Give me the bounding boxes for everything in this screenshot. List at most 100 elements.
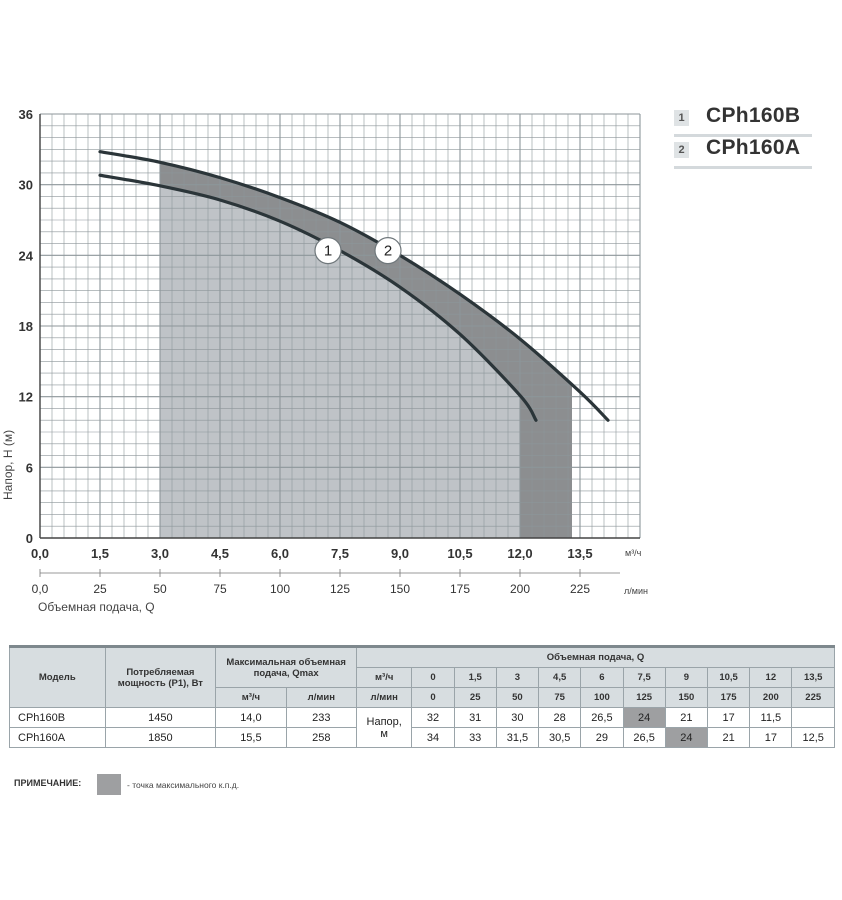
flow-m3h-cell: 1,5: [453, 667, 497, 688]
curve-CPh160A: [98, 150, 610, 422]
model-name: CPh160B: [9, 707, 106, 728]
flow-lmin-cell: 0: [411, 687, 455, 708]
flow-m3h-cell: 12: [749, 667, 793, 688]
flow-lmin-cell: 125: [622, 687, 666, 708]
x-tick-label-lmin: 225: [570, 582, 590, 596]
power-value: 1450: [104, 707, 217, 728]
x-tick-label-lmin: 50: [153, 582, 167, 596]
head-value-cell: 29: [580, 727, 624, 748]
power-value: 1850: [104, 727, 217, 748]
y-tick-label: 18: [19, 319, 33, 334]
head-value-cell: 24: [622, 707, 666, 728]
head-value-cell: 26,5: [622, 727, 666, 748]
head-value-cell: 12,5: [791, 727, 835, 748]
curve-marker-1: [314, 237, 342, 265]
x-tick-label-m3h: 13,5: [567, 546, 592, 561]
x-tick-label-m3h: 0,0: [31, 546, 49, 561]
performance-curves: [98, 150, 610, 422]
flow-m3h-cell: 0: [411, 667, 455, 688]
head-value-cell: 21: [706, 727, 751, 748]
legend-model: CPh160A: [706, 136, 801, 159]
x-tick-label-lmin: 0,0: [32, 582, 49, 596]
legend-item-1: 1 CPh160B: [674, 104, 812, 137]
spec-table: Модель Потребляемая мощность (P1), Вт Ма…: [9, 645, 835, 748]
x-tick-label-m3h: 7,5: [331, 546, 349, 561]
qmax-m3h: 14,0: [215, 707, 287, 728]
x-tick-label-m3h: 9,0: [391, 546, 409, 561]
head-label-line1: Напор,: [366, 715, 402, 728]
head-value-cell: 33: [453, 727, 497, 748]
curve-marker-label: 2: [384, 243, 392, 260]
header-flow: Объемная подача, Q: [356, 645, 835, 668]
note-label: ПРИМЕЧАНИЕ:: [14, 778, 82, 788]
flow-lmin-cell: 25: [453, 687, 497, 708]
flow-m3h-cell: 6: [580, 667, 624, 688]
head-label-line2: м: [380, 727, 388, 740]
x-tick-label-m3h: 12,0: [507, 546, 532, 561]
y-tick-label: 12: [19, 390, 33, 405]
y-tick-label: 36: [19, 107, 33, 122]
x-tick-label-lmin: 200: [510, 582, 530, 596]
header-model: Модель: [9, 645, 106, 708]
head-value-cell: 30,5: [538, 727, 582, 748]
shaded-region-dark: [520, 338, 572, 538]
header-power: Потребляемая мощность (P1), Вт: [104, 645, 217, 708]
x-axis-label: Объемная подача, Q: [38, 600, 155, 614]
header-qmax-unit-m3h: м³/ч: [215, 687, 287, 708]
y-tick-label: 6: [26, 460, 33, 475]
flow-m3h-cell: 3: [495, 667, 540, 688]
head-value-cell: 31,5: [495, 727, 540, 748]
head-value-cell: 30: [495, 707, 540, 728]
y-tick-label: 24: [19, 248, 34, 263]
qmax-lmin: 233: [285, 707, 358, 728]
head-value-cell: 21: [664, 707, 708, 728]
head-value-cell: 31: [453, 707, 497, 728]
legend-number: 1: [674, 110, 689, 126]
qmax-lmin: 258: [285, 727, 358, 748]
legend-item-2: 2 CPh160A: [674, 136, 812, 169]
x-tick-label-m3h: 10,5: [447, 546, 472, 561]
flow-m3h-cell: 4,5: [538, 667, 582, 688]
x-tick-label-m3h: 4,5: [211, 546, 229, 561]
shaded-band-between-curves: [160, 162, 536, 421]
x-tick-label-m3h: 3,0: [151, 546, 169, 561]
chart-grid: [39, 113, 641, 539]
header-qmax: Максимальная объемная подача, Qmax: [215, 645, 358, 688]
note-swatch: [97, 774, 121, 795]
curve-marker-label: 1: [324, 243, 332, 260]
curve-marker-2: [374, 237, 402, 265]
header-unit-lmin: л/мин: [356, 687, 413, 708]
x-tick-label-lmin: 125: [330, 582, 350, 596]
qmax-m3h: 15,5: [215, 727, 287, 748]
x-tick-label-lmin: 150: [390, 582, 410, 596]
note-text: - точка максимального к.п.д.: [127, 780, 240, 790]
header-unit-m3h: м³/ч: [356, 667, 413, 688]
head-label: Напор, м: [356, 707, 413, 748]
head-value-cell: 17: [706, 707, 751, 728]
x-unit-lmin: л/мин: [624, 586, 648, 596]
x-tick-label-m3h: 1,5: [91, 546, 109, 561]
shaded-regions: [160, 162, 572, 538]
flow-m3h-cell: 13,5: [791, 667, 835, 688]
x-tick-label-lmin: 100: [270, 582, 290, 596]
x-tick-label-lmin: 175: [450, 582, 470, 596]
legend-number: 2: [674, 142, 689, 158]
flow-lmin-cell: 200: [749, 687, 793, 708]
head-value-cell: 26,5: [580, 707, 624, 728]
flow-lmin-cell: 100: [580, 687, 624, 708]
flow-lmin-cell: 150: [664, 687, 708, 708]
head-value-cell: 28: [538, 707, 582, 728]
flow-m3h-cell: 7,5: [622, 667, 666, 688]
head-value-cell: 11,5: [749, 707, 793, 728]
curve-CPh160B: [98, 173, 538, 422]
header-qmax-unit-lmin: л/мин: [285, 687, 358, 708]
legend-model: CPh160B: [706, 104, 801, 127]
y-tick-label: 0: [26, 531, 33, 546]
shaded-region-light: [160, 185, 536, 538]
x-tick-label-m3h: 6,0: [271, 546, 289, 561]
flow-m3h-cell: 9: [664, 667, 708, 688]
flow-lmin-cell: 225: [791, 687, 835, 708]
head-value-cell: 17: [749, 727, 793, 748]
y-axis-label: Напор, H (м): [1, 430, 15, 500]
